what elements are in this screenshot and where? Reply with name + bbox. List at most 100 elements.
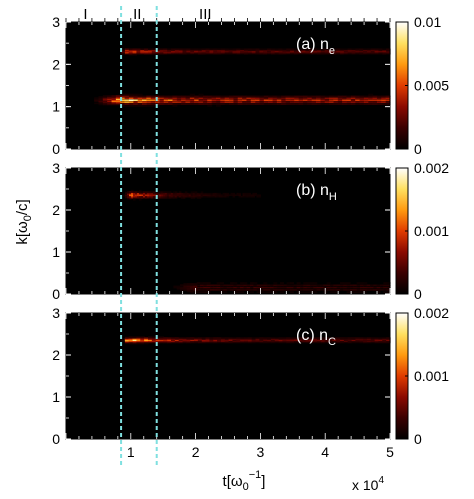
heat-cell <box>146 101 152 103</box>
heat-cell <box>160 192 164 195</box>
heat-cell <box>386 50 391 53</box>
heat-cell <box>363 99 369 102</box>
heat-cell <box>244 51 249 54</box>
heat-cell <box>340 341 345 344</box>
heat-cell <box>133 103 139 105</box>
heat-cell <box>240 195 244 198</box>
heat-cell <box>259 101 265 103</box>
heat-cell <box>163 337 168 339</box>
heat-cell <box>198 103 204 105</box>
heat-cell <box>301 49 307 52</box>
heat-cell <box>320 286 324 289</box>
heat-cell <box>326 286 331 289</box>
heat-cell <box>368 93 374 96</box>
heat-cell <box>173 286 178 289</box>
heat-cell <box>200 286 204 289</box>
heat-cell <box>168 195 172 198</box>
heat-cell <box>385 95 391 98</box>
heat-cell <box>263 99 269 102</box>
heat-cell <box>133 192 136 195</box>
heat-cell <box>244 195 248 198</box>
heat-cell <box>142 103 147 105</box>
heat-cell <box>274 337 280 339</box>
y-tick-label: 1 <box>52 389 60 405</box>
heat-cell <box>144 338 149 340</box>
heat-cell <box>340 286 344 289</box>
heat-cell <box>326 284 331 287</box>
heat-cell <box>286 284 291 287</box>
heat-cell <box>240 340 245 343</box>
heat-cell <box>374 50 380 53</box>
heat-cell <box>313 282 318 284</box>
heat-cell <box>297 339 303 341</box>
heat-cell <box>209 340 214 343</box>
heat-cell <box>150 105 156 107</box>
heat-cell <box>332 340 337 343</box>
heat-cell <box>194 103 200 105</box>
heat-cell <box>237 99 243 102</box>
heat-cell <box>247 338 253 340</box>
heat-cell <box>233 289 238 291</box>
y-tick-label: 3 <box>52 305 60 321</box>
heat-cell <box>359 337 364 339</box>
heat-cell <box>320 103 326 105</box>
heat-cell <box>276 284 281 287</box>
heat-cell <box>263 291 268 293</box>
heat-cell <box>131 194 134 196</box>
heat-cell <box>194 341 199 344</box>
heat-cell <box>340 340 345 343</box>
heat-cell <box>267 48 272 51</box>
heat-cell <box>190 289 194 291</box>
heat-cell <box>278 339 284 341</box>
heat-cell <box>224 49 230 52</box>
heat-cell <box>211 95 217 98</box>
colorbar-tick-label: 0.01 <box>414 14 441 30</box>
heat-cell <box>94 97 100 99</box>
heat-cell <box>220 282 224 284</box>
heat-cell <box>243 282 248 284</box>
heat-cell <box>300 289 304 291</box>
heat-cell <box>372 95 378 98</box>
heat-cell <box>127 193 130 196</box>
heat-cell <box>236 50 241 53</box>
heat-cell <box>340 282 344 284</box>
heat-cell <box>144 48 149 51</box>
heat-cell <box>156 197 160 200</box>
heat-cell <box>218 192 222 195</box>
heat-cell <box>282 337 287 339</box>
heat-cell <box>186 195 190 198</box>
heat-cell <box>255 340 260 343</box>
heat-cell <box>140 339 145 341</box>
heat-cell <box>102 98 108 100</box>
heat-cell <box>370 339 376 341</box>
heat-cell <box>347 338 353 340</box>
heat-cell <box>128 50 134 53</box>
heat-cell <box>355 49 360 52</box>
heat-cell <box>115 102 121 105</box>
heat-cell <box>340 339 345 341</box>
heat-cell <box>178 51 184 54</box>
heat-cell <box>162 191 166 193</box>
heat-cell <box>120 101 126 103</box>
heat-cell <box>128 340 134 343</box>
heat-cell <box>313 51 318 54</box>
heat-cell <box>197 337 203 339</box>
heat-cell <box>150 103 156 105</box>
heat-cell <box>203 284 208 287</box>
heat-cell <box>342 99 348 102</box>
heat-cell <box>236 286 241 289</box>
heat-cell <box>310 282 314 284</box>
heat-cell <box>120 97 126 100</box>
heat-cell <box>190 50 195 53</box>
heat-cell <box>196 289 201 291</box>
heat-cell <box>102 96 108 98</box>
heat-cell <box>359 95 365 98</box>
heat-cell <box>317 337 322 339</box>
heat-cell <box>128 341 134 344</box>
heat-cell <box>218 195 222 198</box>
panel-c-background <box>66 313 390 439</box>
heat-cell <box>212 192 216 195</box>
heat-cell <box>176 288 181 290</box>
heat-cell <box>147 339 153 341</box>
heat-cell <box>224 339 230 341</box>
